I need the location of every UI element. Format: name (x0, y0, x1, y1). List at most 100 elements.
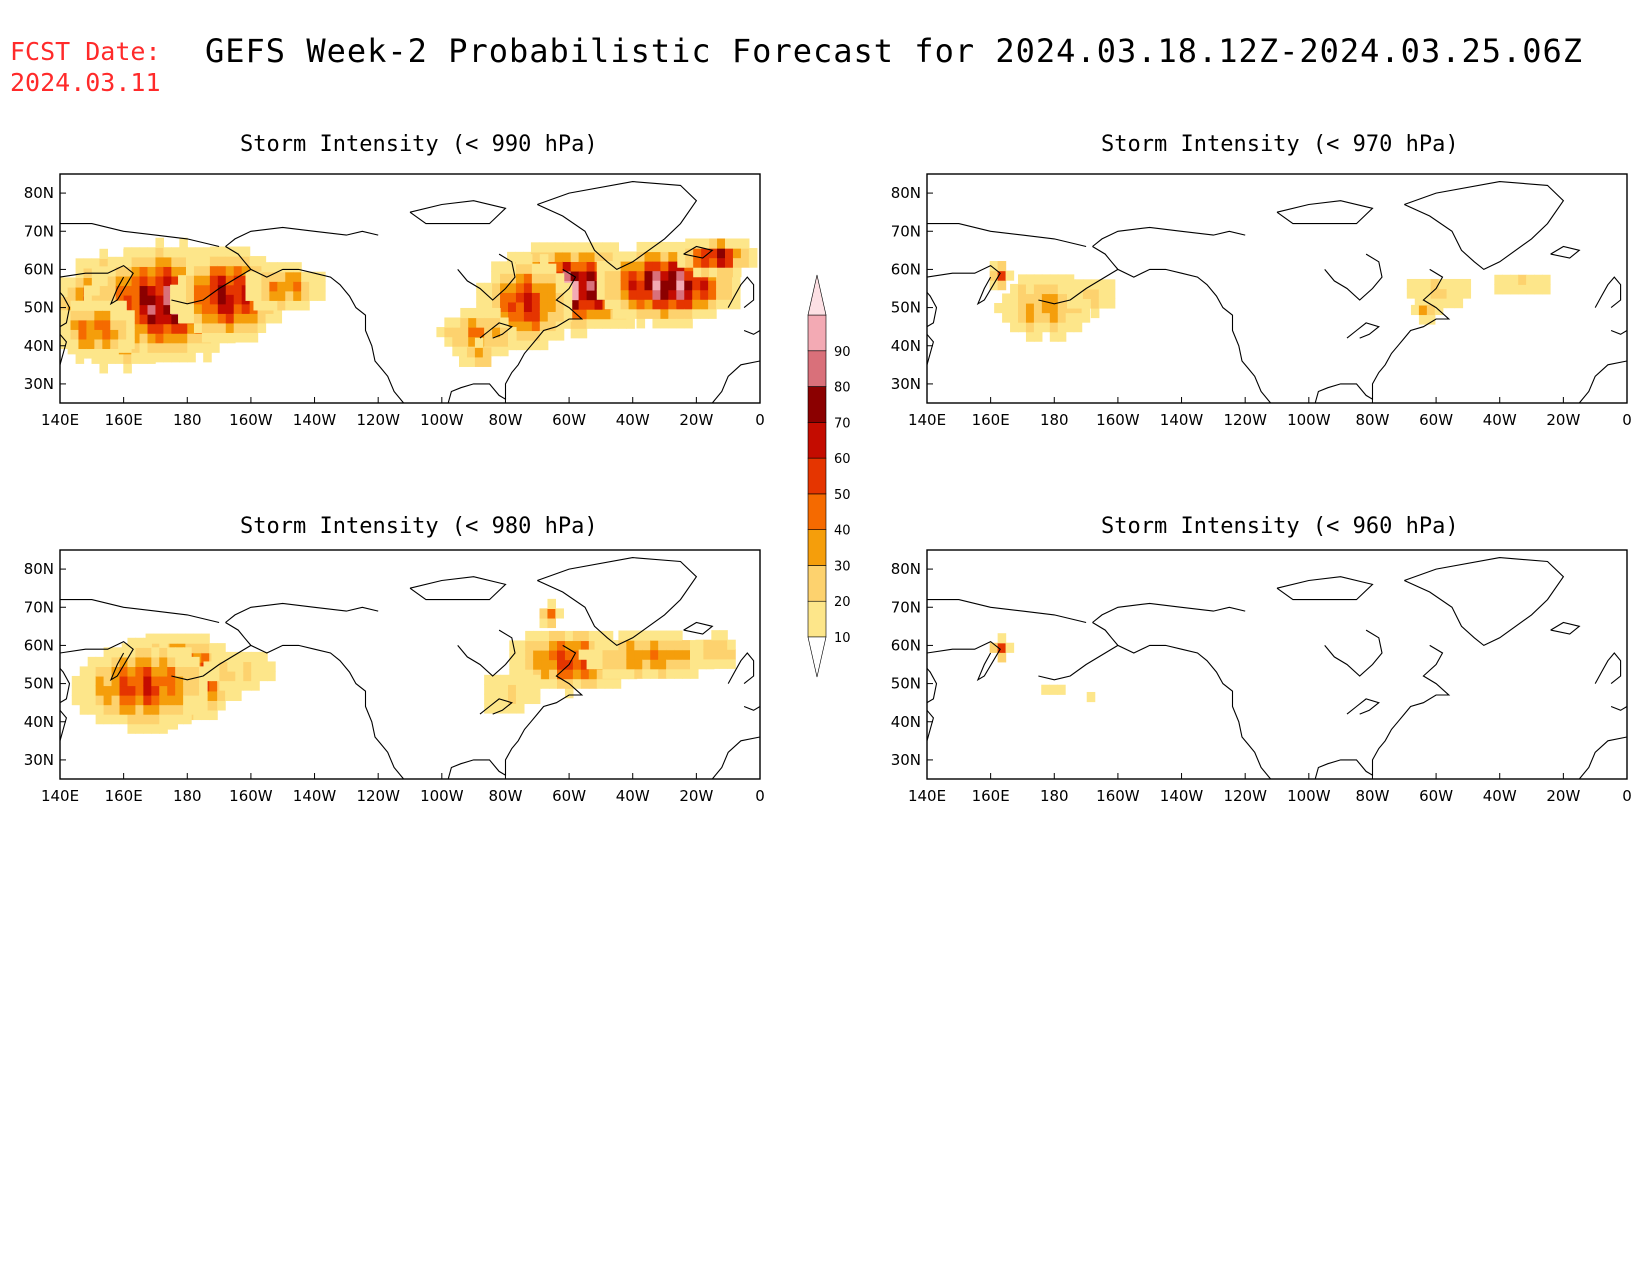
probability-cell (309, 271, 318, 282)
probability-cell (153, 633, 163, 644)
probability-cell (159, 714, 168, 725)
probability-cell (131, 294, 141, 306)
probability-cell (118, 319, 127, 330)
probability-cell (60, 310, 64, 321)
probability-cell (549, 649, 558, 661)
probability-cell (660, 289, 669, 300)
probability-cell (604, 270, 614, 281)
probability-cell (628, 299, 638, 310)
probability-cell (674, 659, 683, 670)
probability-cell (235, 680, 244, 691)
probability-cell (492, 282, 501, 293)
probability-cell (183, 656, 192, 668)
probability-cell (602, 318, 612, 329)
probability-cell (118, 300, 127, 311)
probability-cell (227, 670, 236, 682)
forecast-date-block: FCST Date: 2024.03.11 (10, 36, 161, 98)
probability-cell (594, 318, 604, 329)
probability-cell (143, 656, 152, 668)
probability-cell (1018, 322, 1027, 333)
coastline (927, 640, 1001, 682)
probability-cell (191, 675, 200, 687)
probability-cell (102, 300, 111, 311)
lon-tick-label: 60W (1419, 411, 1453, 429)
probability-cell (1041, 303, 1051, 314)
lon-tick-label: 140W (293, 787, 337, 805)
probability-cell (716, 289, 725, 300)
probability-cell (175, 675, 184, 687)
panel-title-960: Storm Intensity (< 960 hPa) (1101, 514, 1459, 539)
probability-cell (695, 649, 704, 660)
probability-cell (159, 647, 168, 658)
probability-cell (293, 271, 302, 282)
probability-cell (644, 289, 654, 300)
lon-tick-label: 100W (1287, 411, 1331, 429)
probability-cell (110, 329, 119, 340)
probability-cell (547, 311, 557, 322)
lat-tick-label: 50N (24, 675, 54, 693)
probability-cell (193, 294, 203, 305)
probability-cell (668, 270, 677, 281)
probability-cell (484, 282, 493, 293)
coastline (1276, 200, 1374, 225)
probability-cell (658, 659, 667, 670)
lat-tick-label: 30N (24, 375, 54, 393)
probability-cell (500, 674, 509, 685)
probability-cell (586, 280, 596, 291)
probability-cell (179, 342, 188, 353)
probability-cell (508, 684, 517, 695)
probability-cell (139, 304, 149, 315)
colorbar-band (807, 600, 827, 638)
coastline (171, 644, 252, 681)
probability-cell (209, 700, 218, 711)
probability-cell (186, 284, 195, 295)
probability-cell (660, 241, 669, 253)
probability-cell (668, 241, 677, 253)
probability-cell (725, 248, 734, 259)
probability-cell (572, 678, 582, 689)
probability-cell (155, 333, 165, 344)
probability-cell (541, 659, 550, 670)
probability-cell (626, 640, 635, 651)
probability-cell (86, 329, 95, 340)
probability-cell (1049, 274, 1059, 285)
probability-cell (1106, 288, 1116, 300)
probability-cell (444, 317, 453, 328)
probability-cell (474, 337, 484, 348)
probability-cell (171, 342, 180, 353)
probability-cell (989, 270, 999, 281)
probability-cell (701, 267, 710, 278)
probability-cell (119, 685, 129, 696)
probability-cell (539, 617, 549, 629)
probability-cell (245, 281, 255, 292)
probability-cell (91, 275, 101, 287)
probability-cell (309, 290, 318, 301)
probability-cell (79, 695, 89, 706)
probability-cell (460, 307, 469, 319)
probability-cell (159, 695, 168, 706)
probability-cell (139, 247, 149, 258)
lat-tick-label: 60N (891, 636, 921, 654)
probability-cell (285, 290, 294, 301)
probability-cell (693, 267, 702, 278)
probability-cell (167, 714, 176, 725)
probability-cell (539, 340, 549, 351)
probability-cell (151, 666, 160, 677)
lat-tick-label: 80N (891, 184, 921, 202)
probability-cell (660, 251, 669, 262)
lat-tick-label: 40N (24, 337, 54, 355)
probability-cell (677, 257, 686, 268)
probability-cell (191, 656, 200, 668)
probability-cell (468, 307, 477, 319)
probability-cell (1426, 314, 1436, 325)
probability-cell (99, 258, 109, 269)
probability-cell (572, 640, 582, 651)
probability-cell (484, 292, 493, 303)
probability-cell (78, 348, 88, 359)
probability-cell (227, 680, 236, 691)
probability-cell (151, 685, 160, 696)
probability-cell (610, 668, 620, 679)
probability-cell (243, 670, 252, 682)
probability-cell (293, 262, 302, 273)
probability-cell (155, 304, 165, 315)
